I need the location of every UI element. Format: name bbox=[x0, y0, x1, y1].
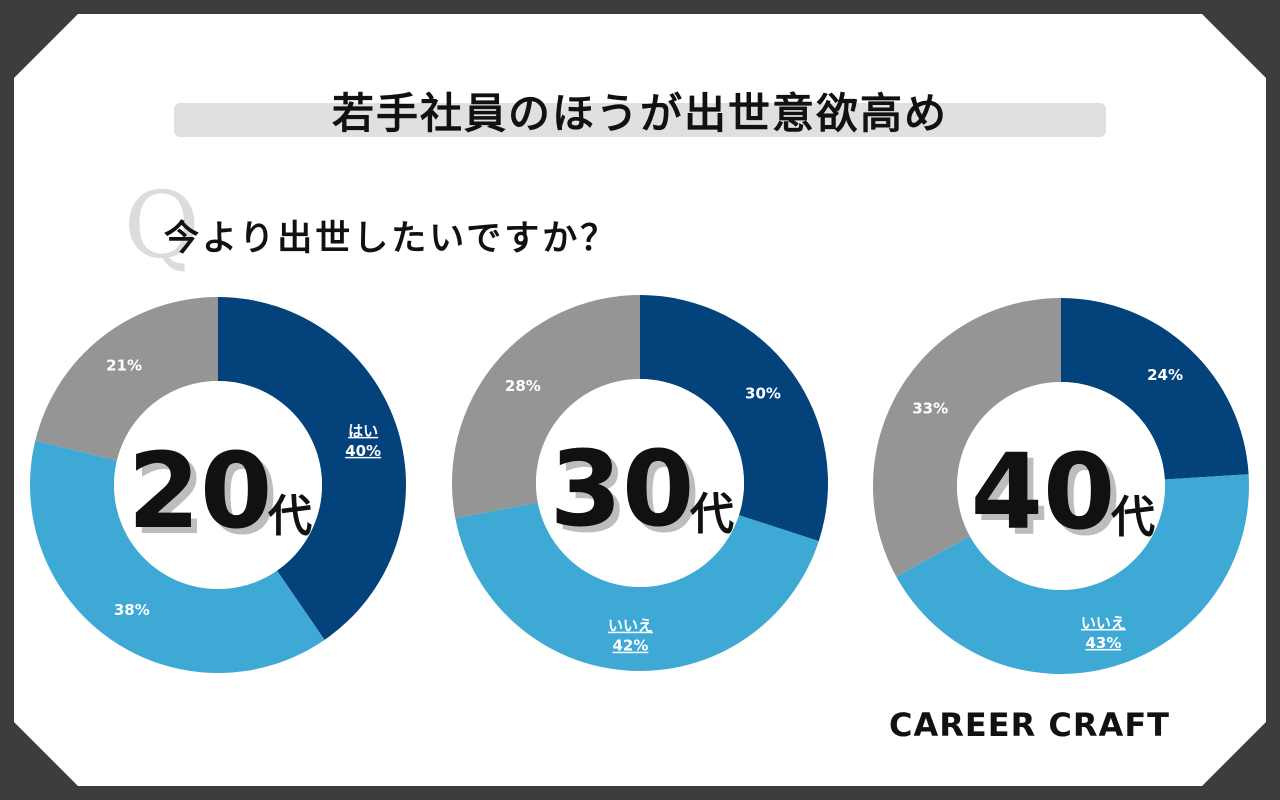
title-highlight bbox=[174, 103, 1106, 137]
slice-0-2 bbox=[35, 297, 219, 461]
center-label: 30 bbox=[550, 428, 695, 550]
slice-value-label: 21% bbox=[106, 357, 142, 375]
q-mark-icon: Q bbox=[124, 172, 200, 279]
center-label: 20 bbox=[128, 430, 273, 552]
center-label-shadow: 40 bbox=[977, 437, 1122, 559]
center-label-shadow: 30 bbox=[556, 434, 701, 556]
center-label: 40 bbox=[971, 431, 1116, 553]
center-suffix: 代 bbox=[1110, 492, 1155, 543]
slice-1-2 bbox=[451, 295, 640, 519]
slice-2-2 bbox=[873, 298, 1061, 577]
donut-hole bbox=[957, 382, 1165, 590]
slice-value-label: 30% bbox=[745, 385, 781, 403]
slice-value-label: 33% bbox=[912, 400, 948, 418]
slice-1-1 bbox=[455, 502, 819, 672]
slice-value-label: 42% bbox=[613, 637, 649, 655]
slice-2-0 bbox=[1061, 298, 1249, 480]
page-title: 若手社員のほうが出世意欲高め bbox=[331, 89, 948, 138]
slice-category-label: いいえ bbox=[608, 617, 653, 635]
center-suffix: 代 bbox=[689, 489, 734, 540]
slice-value-label: 43% bbox=[1085, 634, 1121, 652]
slice-2-1 bbox=[896, 474, 1249, 674]
slice-category-label: はい bbox=[348, 422, 378, 440]
center-label-shadow: 20 bbox=[134, 436, 279, 558]
slice-0-0 bbox=[218, 297, 406, 640]
slice-0-1 bbox=[29, 440, 325, 673]
donut-hole bbox=[536, 379, 744, 587]
donut-hole bbox=[114, 381, 322, 589]
slice-value-label: 38% bbox=[114, 601, 150, 619]
slice-1-0 bbox=[640, 295, 829, 542]
slice-category-label: いいえ bbox=[1081, 614, 1126, 632]
slice-value-label: 40% bbox=[345, 442, 381, 460]
slice-value-label: 28% bbox=[505, 377, 541, 395]
center-suffix: 代 bbox=[267, 491, 312, 542]
question-text: 今より出世したいですか？ bbox=[164, 219, 619, 259]
brand-logo: CAREER CRAFT bbox=[889, 706, 1170, 744]
slice-value-label: 24% bbox=[1147, 366, 1183, 384]
